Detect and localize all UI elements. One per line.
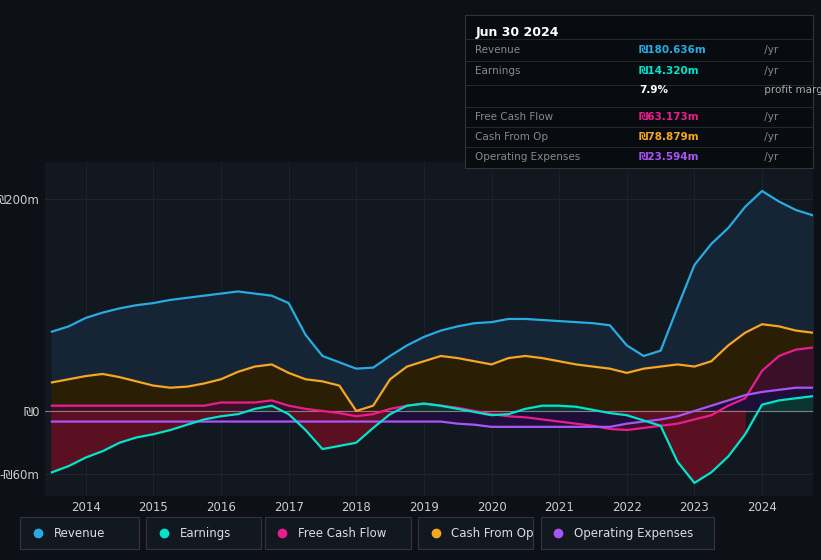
Text: Cash From Op: Cash From Op (475, 132, 548, 142)
Text: ₪180.636m: ₪180.636m (639, 45, 707, 55)
FancyBboxPatch shape (540, 517, 714, 549)
Text: Earnings: Earnings (475, 66, 521, 76)
Text: ₪23.594m: ₪23.594m (639, 152, 699, 161)
Text: Operating Expenses: Operating Expenses (475, 152, 580, 161)
Text: Free Cash Flow: Free Cash Flow (298, 527, 386, 540)
Text: Revenue: Revenue (53, 527, 105, 540)
Text: Cash From Op: Cash From Op (452, 527, 534, 540)
Text: Operating Expenses: Operating Expenses (574, 527, 693, 540)
FancyBboxPatch shape (419, 517, 533, 549)
Text: /yr: /yr (761, 45, 778, 55)
Text: Revenue: Revenue (475, 45, 521, 55)
Text: ₪14.320m: ₪14.320m (639, 66, 699, 76)
Text: /yr: /yr (761, 66, 778, 76)
Text: ₪78.879m: ₪78.879m (639, 132, 699, 142)
Text: ₪63.173m: ₪63.173m (639, 112, 699, 122)
FancyBboxPatch shape (264, 517, 410, 549)
Text: /yr: /yr (761, 152, 778, 161)
FancyBboxPatch shape (21, 517, 139, 549)
Text: Free Cash Flow: Free Cash Flow (475, 112, 553, 122)
Text: Earnings: Earnings (180, 527, 231, 540)
Text: /yr: /yr (761, 132, 778, 142)
FancyBboxPatch shape (146, 517, 261, 549)
Text: Jun 30 2024: Jun 30 2024 (475, 26, 559, 39)
Text: /yr: /yr (761, 112, 778, 122)
Text: 7.9%: 7.9% (639, 85, 668, 95)
Text: profit margin: profit margin (761, 85, 821, 95)
